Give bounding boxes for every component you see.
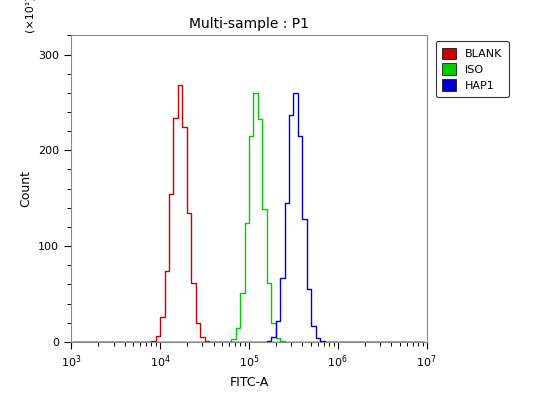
ISO bbox=[70, 340, 77, 344]
BLANK bbox=[177, 83, 183, 88]
BLANK bbox=[283, 340, 290, 344]
ISO bbox=[225, 339, 232, 344]
HAP1 bbox=[386, 340, 392, 344]
HAP1 bbox=[70, 340, 77, 344]
ISO bbox=[252, 91, 259, 95]
HAP1 bbox=[301, 217, 308, 222]
ISO bbox=[301, 340, 308, 344]
Title: Multi-sample : P1: Multi-sample : P1 bbox=[189, 17, 309, 31]
HAP1 bbox=[279, 275, 286, 280]
HAP1 bbox=[225, 340, 232, 344]
Line: HAP1: HAP1 bbox=[73, 94, 424, 342]
Y-axis label: Count: Count bbox=[20, 170, 33, 207]
HAP1 bbox=[421, 340, 428, 344]
Legend: BLANK, ISO, HAP1: BLANK, ISO, HAP1 bbox=[436, 41, 509, 97]
BLANK bbox=[301, 340, 308, 344]
X-axis label: FITC-A: FITC-A bbox=[229, 376, 269, 389]
ISO bbox=[315, 340, 321, 344]
ISO bbox=[283, 340, 290, 344]
BLANK bbox=[230, 340, 237, 344]
ISO bbox=[421, 340, 428, 344]
BLANK bbox=[70, 340, 77, 344]
Line: ISO: ISO bbox=[73, 93, 424, 342]
BLANK bbox=[386, 340, 392, 344]
HAP1 bbox=[315, 336, 321, 340]
BLANK bbox=[315, 340, 321, 344]
ISO bbox=[288, 340, 294, 344]
ISO bbox=[386, 340, 392, 344]
Line: BLANK: BLANK bbox=[73, 85, 424, 342]
Text: (×10¹): (×10¹) bbox=[25, 0, 35, 32]
HAP1 bbox=[292, 91, 299, 96]
BLANK bbox=[288, 340, 294, 344]
HAP1 bbox=[283, 201, 290, 206]
BLANK bbox=[421, 340, 428, 344]
